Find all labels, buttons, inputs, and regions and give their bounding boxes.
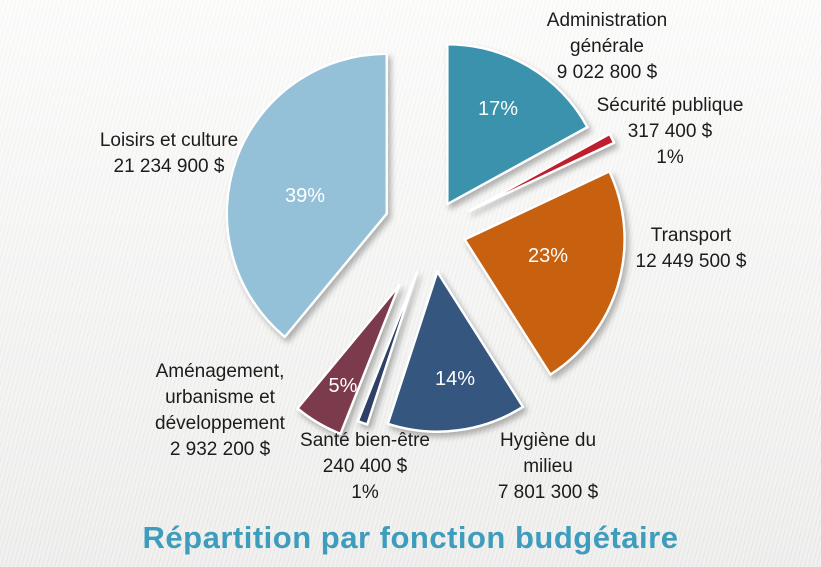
callout-percent: 1% xyxy=(656,147,684,168)
callout-administration-generale: Administration générale 9 022 800 $ xyxy=(547,8,667,86)
pie-slice-securite-publique xyxy=(468,132,616,213)
percent-label-hygiene-du-milieu: 14% xyxy=(435,368,475,390)
callout-line: Hygiène du xyxy=(499,430,597,451)
percent-label-loisirs-et-culture: 39% xyxy=(285,185,325,207)
callout-securite-publique: Sécurité publique 317 400 $ 1% xyxy=(597,93,744,171)
callout-line: Loisirs et culture xyxy=(99,130,239,151)
callout-hygiene-du-milieu: Hygiène du milieu 7 801 300 $ xyxy=(498,428,598,506)
callout-line: Santé bien-être xyxy=(300,430,430,451)
pie-slice-administration-generale xyxy=(446,42,589,206)
callout-line: urbanisme et xyxy=(165,387,275,408)
callout-percent: 1% xyxy=(351,482,379,503)
callout-line: Sécurité publique xyxy=(596,95,744,116)
callout-amenagement-urbanisme-developpement: Aménagement, urbanisme et développement … xyxy=(155,359,285,463)
percent-label-amenagement-urbanisme-et-developpement: 5% xyxy=(329,375,358,397)
pie-slice-loisirs-et-culture xyxy=(225,52,389,339)
pie-slice-transport xyxy=(463,170,626,376)
callout-amount: 7 801 300 $ xyxy=(497,482,599,503)
callout-amount: 21 234 900 $ xyxy=(113,156,225,177)
callout-line: Aménagement, xyxy=(155,361,285,382)
callout-transport: Transport 12 449 500 $ xyxy=(636,223,747,275)
pie-slice-amenagement-urbanisme-et-developpement xyxy=(296,283,401,436)
chart-title: Répartition par fonction budgétaire xyxy=(142,520,679,555)
callout-line: développement xyxy=(155,413,285,434)
callout-amount: 9 022 800 $ xyxy=(556,62,658,83)
callout-amount: 317 400 $ xyxy=(627,121,713,142)
callout-amount: 2 932 200 $ xyxy=(169,439,271,460)
callout-line: générale xyxy=(570,36,644,57)
pie-slice-hygiene-du-milieu xyxy=(386,270,525,433)
percent-label-administration-generale: 17% xyxy=(478,98,518,120)
callout-line: Administration xyxy=(546,10,668,31)
callout-sante-bien-etre: Santé bien-être 240 400 $ 1% xyxy=(300,428,430,506)
callout-loisirs-et-culture: Loisirs et culture 21 234 900 $ xyxy=(100,128,238,180)
callout-amount: 240 400 $ xyxy=(322,456,408,477)
percent-label-transport: 23% xyxy=(528,245,568,267)
callout-amount: 12 449 500 $ xyxy=(635,251,747,272)
callout-line: milieu xyxy=(523,456,573,477)
callout-line: Transport xyxy=(650,225,732,246)
pie-slice-sante-bien-etre xyxy=(356,271,419,426)
